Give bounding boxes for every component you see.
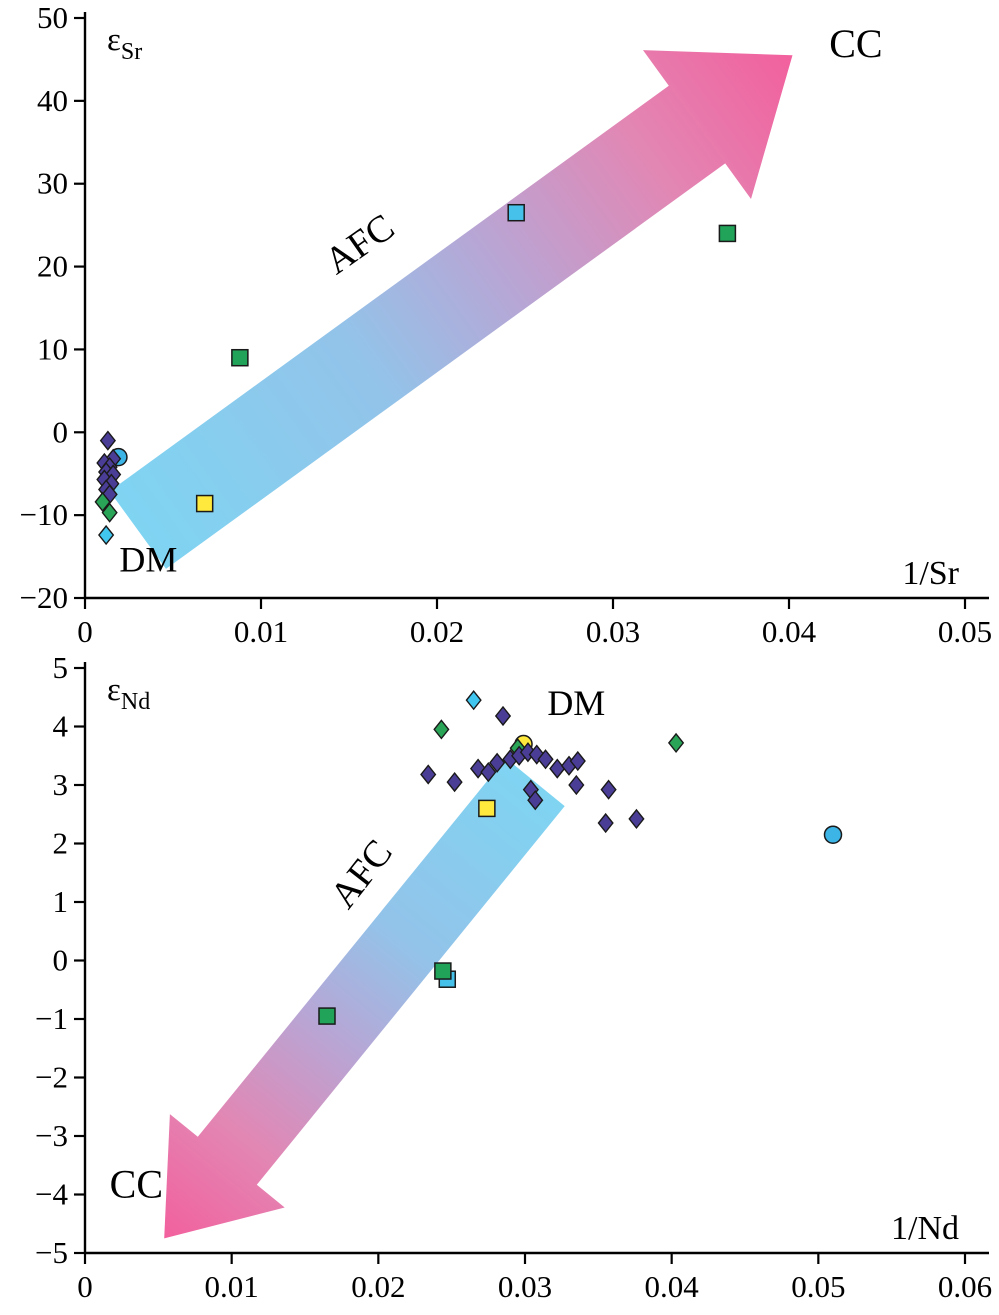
x-tick-label: 0	[77, 614, 93, 649]
dm-label: DM	[119, 539, 177, 579]
afc-label: AFC	[317, 206, 402, 283]
purple-diamond-point	[420, 764, 437, 785]
y-tick-label: 0	[53, 943, 69, 978]
chart-nd: 0 0.01 0.02 0.03 0.04 0.05 0.06 5 4 3 2 1 0 −1 −2 −3 −4 −…	[35, 650, 992, 1304]
green-square-point	[718, 224, 737, 243]
x-tick-label: 0.04	[645, 1269, 700, 1304]
y-tick-label: 40	[37, 83, 68, 118]
x-tick-label: 0.03	[586, 614, 640, 649]
purple-diamond-point	[527, 790, 544, 811]
cyan-square-point	[507, 203, 525, 222]
green-square-point	[231, 348, 249, 367]
y-axis-label: εSr	[107, 22, 142, 65]
y-tick-label: −20	[20, 580, 68, 615]
cc-label: CC	[110, 1161, 163, 1206]
green-square-point	[318, 1007, 336, 1025]
cyan-diamond-point	[465, 690, 482, 711]
afc-mixing-arrow	[109, 50, 793, 569]
x-tick-label: 0.05	[791, 1269, 845, 1304]
afc-mixing-arrow	[164, 758, 565, 1239]
yellow-square-point	[195, 494, 214, 513]
purple-diamond-point	[537, 749, 554, 770]
x-tick-label: 0.04	[762, 614, 817, 649]
x-tick-label: 0.01	[234, 614, 288, 649]
dm-label: DM	[547, 683, 605, 723]
y-tick-label: −1	[35, 1001, 68, 1036]
purple-diamond-point	[446, 771, 463, 793]
y-axis-label: εNd	[107, 672, 150, 715]
purple-diamond-point	[489, 752, 506, 773]
purple-diamond-point	[628, 808, 645, 830]
y-tick-label: 4	[53, 709, 69, 744]
blue-circle-point	[823, 825, 843, 844]
y-tick-label: 3	[53, 767, 69, 802]
x-axis-label: 1/Nd	[891, 1210, 959, 1247]
x-tick-label: 0	[77, 1269, 93, 1304]
cc-label: CC	[829, 21, 882, 66]
purple-diamond-point	[480, 762, 497, 783]
purple-diamond-point	[528, 744, 545, 765]
y-tick-label: 0	[53, 414, 69, 449]
x-tick-label: 0.03	[498, 1269, 552, 1304]
x-tick-label: 0.05	[938, 614, 992, 649]
y-tick-label: −3	[35, 1118, 68, 1153]
y-tick-label: 1	[53, 884, 69, 919]
purple-diamond-point	[494, 705, 512, 727]
purple-diamond-point	[597, 812, 614, 834]
y-tick-label: −2	[35, 1060, 68, 1095]
green-square-point	[434, 962, 452, 980]
y-tick-label: −5	[35, 1235, 68, 1270]
y-tick-label: 10	[37, 331, 68, 366]
green-diamond-point	[433, 719, 450, 740]
purple-diamond-point	[99, 430, 116, 451]
x-tick-label: 0.02	[410, 614, 464, 649]
x-axis-label: 1/Sr	[902, 555, 959, 592]
x-tick-label: 0.01	[205, 1269, 259, 1304]
y-tick-label: 30	[37, 166, 68, 201]
x-tick-label: 0.06	[938, 1269, 992, 1304]
green-diamond-point	[94, 491, 111, 513]
cyan-diamond-point	[98, 524, 115, 546]
green-diamond-point	[667, 732, 685, 754]
x-tick-label: 0.02	[351, 1269, 405, 1304]
chart-sr: 0 0.01 0.02 0.03 0.04 0.05 50 40 30 20 10 0 −10 −20 εS…	[20, 0, 993, 649]
y-tick-label: −10	[20, 497, 68, 532]
yellow-square-point	[478, 799, 496, 818]
purple-diamond-point	[600, 779, 617, 800]
y-tick-label: 5	[53, 650, 69, 685]
y-tick-label: 50	[37, 0, 68, 35]
purple-diamond-point	[569, 750, 586, 772]
y-tick-label: 2	[53, 826, 69, 861]
y-tick-label: −4	[35, 1177, 68, 1212]
purple-diamond-point	[568, 774, 585, 796]
purple-diamond-point	[549, 758, 566, 779]
y-tick-label: 20	[37, 249, 68, 284]
green-diamond-point	[101, 502, 118, 523]
